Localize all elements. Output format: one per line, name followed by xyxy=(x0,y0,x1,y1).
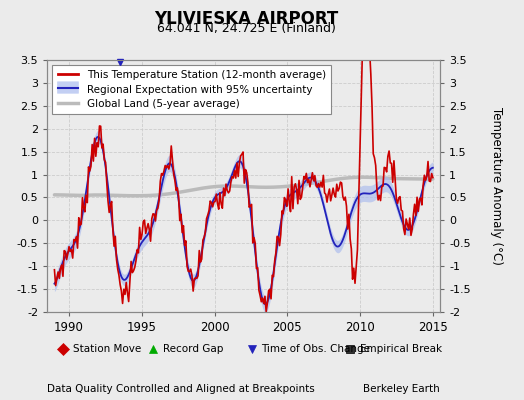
Text: 64.041 N, 24.725 E (Finland): 64.041 N, 24.725 E (Finland) xyxy=(157,22,336,35)
Text: Time of Obs. Change: Time of Obs. Change xyxy=(261,344,370,354)
Text: Empirical Break: Empirical Break xyxy=(359,344,442,354)
Text: Station Move: Station Move xyxy=(73,344,141,354)
Legend: This Temperature Station (12-month average), Regional Expectation with 95% uncer: This Temperature Station (12-month avera… xyxy=(52,65,331,114)
Text: Record Gap: Record Gap xyxy=(163,344,223,354)
Text: Data Quality Controlled and Aligned at Breakpoints: Data Quality Controlled and Aligned at B… xyxy=(47,384,315,394)
Y-axis label: Temperature Anomaly (°C): Temperature Anomaly (°C) xyxy=(490,107,503,265)
Text: YLIVIESKA AIRPORT: YLIVIESKA AIRPORT xyxy=(154,10,339,28)
Text: Berkeley Earth: Berkeley Earth xyxy=(364,384,440,394)
